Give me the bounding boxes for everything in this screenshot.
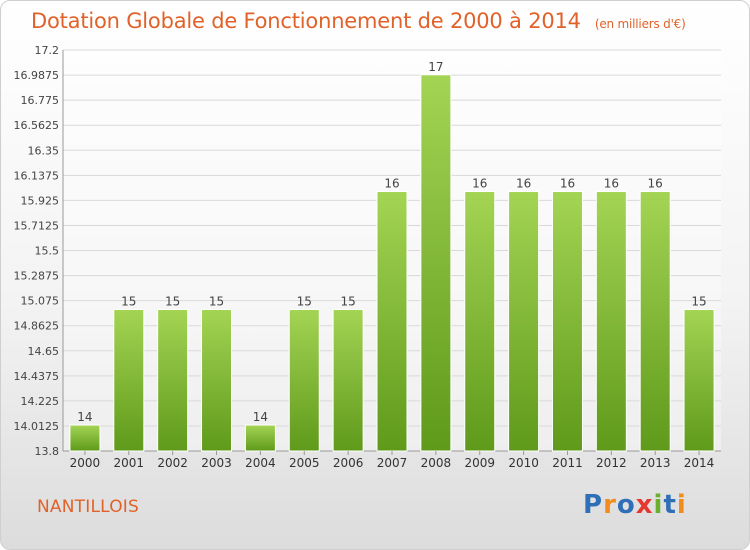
data-label: 15 bbox=[209, 294, 224, 308]
bar bbox=[244, 424, 276, 452]
x-tick-label: 2008 bbox=[421, 456, 452, 470]
bar bbox=[201, 308, 233, 452]
bar bbox=[639, 191, 671, 452]
bar bbox=[420, 74, 452, 452]
x-tick-label: 2007 bbox=[377, 456, 408, 470]
data-label: 16 bbox=[472, 177, 487, 191]
data-label: 16 bbox=[648, 177, 663, 191]
y-tick-label: 13.8 bbox=[35, 445, 60, 458]
bar bbox=[157, 308, 189, 452]
y-tick-label: 14.65 bbox=[28, 345, 60, 358]
bar bbox=[113, 308, 145, 452]
chart-title-text: Dotation Globale de Fonctionnement de 20… bbox=[31, 9, 581, 33]
data-label: 15 bbox=[165, 294, 180, 308]
data-label: 17 bbox=[428, 60, 443, 74]
logo-letter: o bbox=[616, 490, 636, 520]
data-label: 16 bbox=[560, 177, 575, 191]
data-label: 14 bbox=[77, 410, 92, 424]
x-tick-label: 2002 bbox=[157, 456, 188, 470]
unit-note: (en milliers d'€) bbox=[594, 17, 686, 31]
y-tick-label: 14.4375 bbox=[14, 370, 60, 383]
y-tick-label: 14.225 bbox=[21, 395, 60, 408]
y-tick-label: 16.775 bbox=[21, 94, 60, 107]
x-tick-label: 2013 bbox=[640, 456, 671, 470]
x-tick-label: 2001 bbox=[114, 456, 145, 470]
y-tick-label: 14.8625 bbox=[14, 320, 60, 333]
data-label: 15 bbox=[691, 294, 706, 308]
proxiti-logo: Proxiti bbox=[583, 490, 687, 520]
x-tick-label: 2005 bbox=[289, 456, 320, 470]
y-tick-label: 15.075 bbox=[21, 295, 60, 308]
y-tick-label: 14.0125 bbox=[14, 420, 60, 433]
x-tick-label: 2004 bbox=[245, 456, 276, 470]
x-tick-label: 2014 bbox=[684, 456, 715, 470]
x-tick-label: 2009 bbox=[464, 456, 495, 470]
y-tick-label: 15.2875 bbox=[14, 270, 60, 283]
bar bbox=[551, 191, 583, 452]
y-tick-label: 16.9875 bbox=[14, 69, 60, 82]
bar bbox=[288, 308, 320, 452]
data-label: 16 bbox=[516, 177, 531, 191]
bar bbox=[683, 308, 715, 452]
bar bbox=[69, 424, 101, 452]
data-label: 15 bbox=[121, 294, 136, 308]
x-tick-label: 2003 bbox=[201, 456, 232, 470]
logo-letter: r bbox=[603, 490, 617, 520]
x-tick-label: 2006 bbox=[333, 456, 364, 470]
bar bbox=[508, 191, 540, 452]
x-tick-label: 2010 bbox=[508, 456, 539, 470]
logo-letter: x bbox=[635, 490, 654, 520]
x-tick-label: 2012 bbox=[596, 456, 627, 470]
logo-letter: i bbox=[653, 490, 664, 520]
commune-name: NANTILLOIS bbox=[37, 497, 139, 517]
y-tick-label: 15.5 bbox=[35, 245, 60, 258]
logo-letter: i bbox=[676, 490, 687, 520]
data-label: 16 bbox=[384, 177, 399, 191]
data-label: 15 bbox=[297, 294, 312, 308]
y-tick-label: 15.7125 bbox=[14, 219, 60, 232]
logo-letter: P bbox=[583, 490, 604, 520]
y-tick-label: 16.35 bbox=[28, 144, 60, 157]
x-tick-label: 2011 bbox=[552, 456, 583, 470]
y-tick-label: 16.5625 bbox=[14, 119, 60, 132]
data-label: 16 bbox=[604, 177, 619, 191]
bar bbox=[332, 308, 364, 452]
bar bbox=[376, 191, 408, 452]
y-tick-label: 17.2 bbox=[35, 44, 60, 57]
bar bbox=[464, 191, 496, 452]
data-label: 14 bbox=[253, 410, 268, 424]
logo-letter: t bbox=[663, 490, 677, 520]
x-tick-label: 2000 bbox=[70, 456, 101, 470]
y-tick-label: 16.1375 bbox=[14, 169, 60, 182]
data-label: 15 bbox=[340, 294, 355, 308]
bar bbox=[595, 191, 627, 452]
chart-title: Dotation Globale de Fonctionnement de 20… bbox=[31, 9, 686, 33]
y-tick-label: 15.925 bbox=[21, 194, 60, 207]
